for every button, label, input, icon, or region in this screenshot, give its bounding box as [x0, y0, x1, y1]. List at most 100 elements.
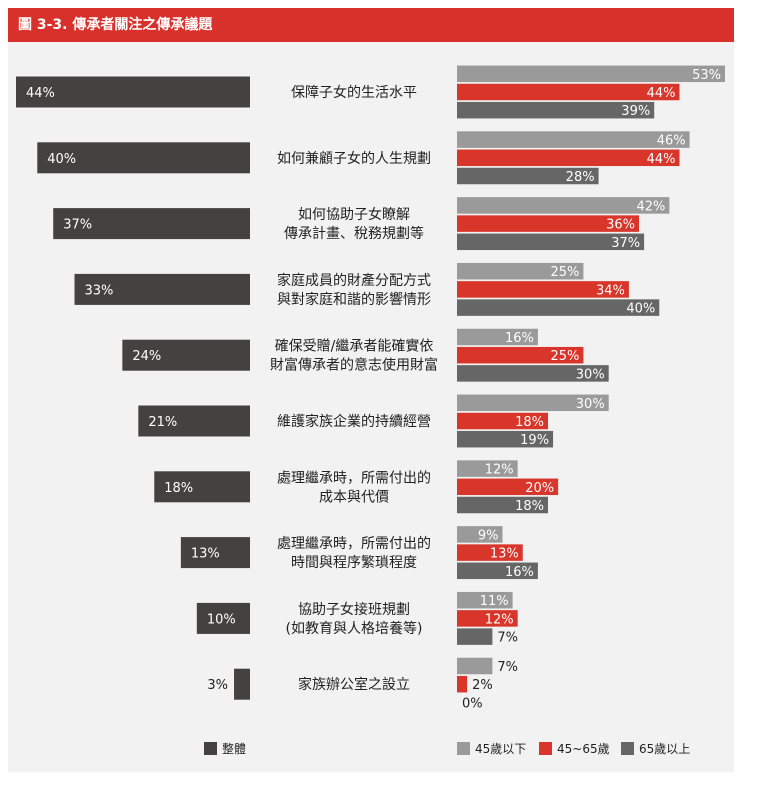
age45to65-value-label-0: 44%	[647, 86, 676, 101]
over65-value-label-5: 19%	[520, 433, 549, 448]
overall-bar-1	[37, 142, 250, 174]
under45-value-label-1: 46%	[657, 134, 686, 149]
legend-overall: 整體	[204, 741, 246, 757]
over65-bar-2	[457, 233, 645, 251]
over65-value-label-3: 40%	[626, 302, 655, 317]
under45-bar-0	[457, 65, 725, 83]
overall-value-label-3: 33%	[85, 283, 114, 298]
age45to65-value-label-9: 2%	[472, 678, 493, 693]
under45-value-label-8: 11%	[480, 594, 509, 609]
under45-value-label-7: 9%	[478, 528, 499, 543]
overall-value-label-7: 13%	[191, 547, 220, 562]
over65-bar-4	[457, 365, 609, 382]
category-label-3-line-1: 家庭成員的財產分配方式	[277, 272, 431, 289]
age45to65-bar-4	[457, 346, 584, 364]
category-label-1: 如何兼顧子女的人生規劃	[277, 150, 431, 167]
over65-bar-0	[457, 101, 655, 119]
age45to65-bar-2	[457, 215, 640, 232]
under45-bar-6	[457, 460, 518, 477]
legend-over65: 65歲以上	[621, 741, 690, 757]
overall-value-label-1: 40%	[47, 152, 76, 167]
legend-swatch-under45	[457, 742, 470, 755]
under45-bar-5	[457, 394, 609, 412]
legend-label-under45: 45歲以下	[475, 742, 527, 756]
age45to65-bar-7	[457, 544, 523, 561]
age45to65-bar-6	[457, 478, 559, 496]
overall-value-label-2: 37%	[63, 218, 92, 233]
legend-swatch-age45to65	[539, 742, 552, 755]
category-label-3-line-2: 與對家庭和諧的影響情形	[277, 291, 431, 308]
over65-bar-3	[457, 299, 660, 316]
over65-value-label-2: 37%	[611, 236, 640, 251]
age45to65-value-label-6: 20%	[525, 481, 554, 496]
title-bar: 圖 3-3. 傳承者關注之傳承議題	[8, 8, 734, 42]
over65-value-label-9: 0%	[462, 696, 483, 711]
category-label-0: 保障子女的生活水平	[291, 84, 417, 101]
overall-bar-5	[138, 405, 250, 437]
overall-value-label-9: 3%	[207, 678, 228, 693]
category-label-8-line-2: (如教育與人格培養等)	[286, 620, 423, 637]
under45-bar-1	[457, 131, 690, 148]
overall-value-label-6: 18%	[164, 481, 193, 496]
figure-title: 圖 3-3. 傳承者關注之傳承議題	[18, 17, 213, 33]
age45to65-value-label-5: 18%	[515, 415, 544, 430]
overall-bar-3	[74, 273, 250, 305]
under45-bar-8	[457, 591, 513, 609]
overall-bar-7	[180, 537, 250, 569]
category-label-2-line-1: 如何協助子女瞭解	[298, 206, 410, 223]
legend-swatch-over65	[621, 742, 634, 755]
age45to65-bar-0	[457, 83, 680, 101]
over65-bar-1	[457, 167, 599, 185]
category-label-2-line-2: 傳承計畫、稅務規劃等	[284, 225, 424, 242]
age45to65-value-label-7: 13%	[490, 547, 519, 562]
over65-bar-6	[457, 496, 549, 514]
overall-value-label-5: 21%	[148, 415, 177, 430]
category-label-8-line-1: 協助子女接班規劃	[298, 601, 410, 618]
age45to65-bar-3	[457, 281, 629, 298]
overall-bar-9	[234, 668, 250, 700]
overall-bar-4	[122, 339, 250, 371]
under45-value-label-0: 53%	[692, 68, 721, 83]
under45-bar-2	[457, 197, 670, 214]
under45-bar-4	[457, 328, 538, 346]
category-label-9: 家族辦公室之設立	[298, 676, 410, 693]
overall-bar-8	[196, 602, 250, 634]
category-label-6-line-2: 成本與代價	[319, 488, 389, 505]
category-label-4-line-2: 財富傳承者的意志使用財富	[270, 357, 438, 374]
under45-value-label-9: 7%	[497, 660, 518, 675]
age45to65-bar-8	[457, 610, 518, 627]
under45-bar-9	[457, 657, 493, 675]
category-label-7-line-2: 時間與程序繁瑣程度	[291, 555, 417, 571]
category-label-7-line-1: 處理繼承時，所需付出的	[277, 536, 431, 552]
overall-bar-0	[16, 76, 250, 108]
overall-value-label-4: 24%	[132, 349, 161, 364]
age45to65-value-label-8: 12%	[485, 612, 514, 627]
over65-bar-7	[457, 562, 538, 580]
age45to65-value-label-1: 44%	[647, 152, 676, 167]
age45to65-value-label-4: 25%	[551, 349, 580, 364]
age45to65-bar-5	[457, 412, 549, 430]
legend-label-overall: 整體	[222, 742, 247, 756]
legend-age45to65: 45~65歲	[539, 741, 610, 757]
age45to65-bar-1	[457, 149, 680, 167]
legend-label-age45to65: 45~65歲	[557, 742, 610, 756]
over65-value-label-0: 39%	[621, 104, 650, 119]
under45-value-label-2: 42%	[636, 199, 665, 214]
over65-value-label-7: 16%	[505, 565, 534, 580]
overall-value-label-0: 44%	[26, 86, 55, 101]
age45to65-value-label-2: 36%	[606, 218, 635, 233]
overall-bar-6	[154, 471, 250, 503]
legend-swatch-overall	[204, 742, 217, 755]
category-label-6-line-1: 處理繼承時，所需付出的	[277, 470, 431, 486]
under45-value-label-5: 30%	[576, 397, 605, 412]
under45-bar-7	[457, 526, 503, 543]
over65-bar-5	[457, 430, 554, 448]
under45-value-label-6: 12%	[485, 463, 514, 478]
overall-value-label-8: 10%	[207, 612, 236, 627]
category-label-4-line-1: 確保受贈/繼承者能確實依	[275, 338, 434, 355]
over65-value-label-4: 30%	[576, 367, 605, 382]
over65-bar-8	[457, 628, 493, 645]
over65-value-label-6: 18%	[515, 499, 544, 514]
under45-value-label-4: 16%	[505, 331, 534, 346]
